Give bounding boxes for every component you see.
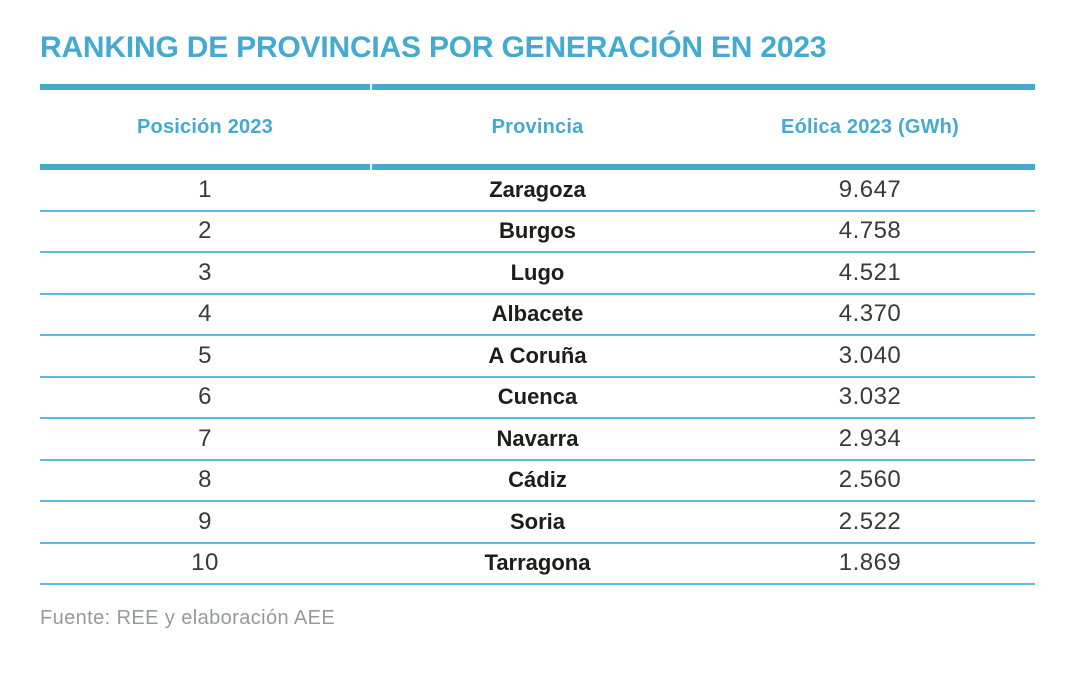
cell-province: Lugo xyxy=(510,259,565,285)
rule-segment-left xyxy=(40,84,370,90)
cell-value: 9.647 xyxy=(838,175,902,203)
cell-value: 1.869 xyxy=(838,549,902,577)
table-body: 1 Zaragoza 9.647 2 Burgos 4.758 3 Lugo 4… xyxy=(40,170,1035,585)
rule-segment-right xyxy=(372,84,1035,90)
cell-position: 7 xyxy=(198,424,212,452)
cell-position: 3 xyxy=(198,258,212,286)
table-row: 3 Lugo 4.521 xyxy=(40,253,1035,295)
table-row: 6 Cuenca 3.032 xyxy=(40,378,1035,419)
table-figure: RANKING DE PROVINCIAS POR GENERACIÓN EN … xyxy=(40,0,1035,631)
cell-province: Cádiz xyxy=(508,467,567,493)
cell-province: Soria xyxy=(509,508,566,534)
table-row: 4 Albacete 4.370 xyxy=(40,295,1035,336)
cell-province: Albacete xyxy=(491,301,584,327)
source-note: Fuente: REE y elaboración AEE xyxy=(40,607,336,629)
cell-position: 9 xyxy=(198,507,212,535)
cell-value: 4.758 xyxy=(838,217,902,245)
cell-province: Navarra xyxy=(496,425,579,451)
table-row: 8 Cádiz 2.560 xyxy=(40,461,1035,502)
cell-position: 2 xyxy=(198,217,212,245)
column-header-generation: Eólica 2023 (GWh) xyxy=(781,115,959,138)
cell-value: 4.521 xyxy=(838,258,902,286)
cell-value: 3.032 xyxy=(838,383,902,411)
cell-position: 8 xyxy=(198,466,212,494)
table-row: 9 Soria 2.522 xyxy=(40,502,1035,544)
cell-position: 4 xyxy=(198,300,212,328)
cell-position: 1 xyxy=(198,175,212,203)
table-row: 7 Navarra 2.934 xyxy=(40,419,1035,461)
page-title: RANKING DE PROVINCIAS POR GENERACIÓN EN … xyxy=(40,31,827,64)
cell-position: 6 xyxy=(198,383,212,411)
cell-province: Zaragoza xyxy=(489,176,586,202)
cell-value: 2.934 xyxy=(838,424,902,452)
column-header-province: Provincia xyxy=(491,115,584,138)
table-row: 1 Zaragoza 9.647 xyxy=(40,170,1035,212)
cell-position: 5 xyxy=(198,341,212,369)
cell-value: 2.560 xyxy=(838,466,902,494)
table-row: 2 Burgos 4.758 xyxy=(40,212,1035,253)
rule-segment-right xyxy=(372,164,1035,170)
cell-province: A Coruña xyxy=(488,342,587,368)
table-header-row: Posición 2023 Provincia Eólica 2023 (GWh… xyxy=(40,90,1035,164)
title-underline-rule xyxy=(40,84,1035,90)
cell-position: 10 xyxy=(191,549,219,577)
cell-province: Tarragona xyxy=(484,550,591,576)
cell-province: Cuenca xyxy=(497,384,578,410)
rule-segment-left xyxy=(40,164,370,170)
cell-value: 2.522 xyxy=(838,507,902,535)
column-header-position: Posición 2023 xyxy=(137,115,273,138)
header-underline-rule xyxy=(40,164,1035,170)
cell-value: 3.040 xyxy=(838,341,902,369)
cell-value: 4.370 xyxy=(838,300,902,328)
table-row: 5 A Coruña 3.040 xyxy=(40,336,1035,378)
cell-province: Burgos xyxy=(499,218,576,244)
table-row: 10 Tarragona 1.869 xyxy=(40,544,1035,585)
